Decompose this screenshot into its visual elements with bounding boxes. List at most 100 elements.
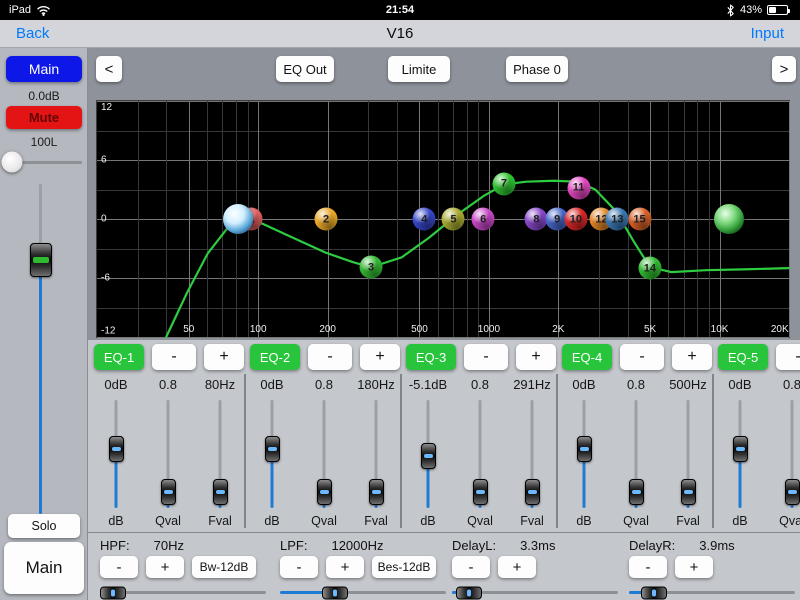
fader-knob[interactable] <box>420 443 436 470</box>
main-panel: < EQ Out Limite Phase 0 > 12 6 0 -6 -12 50 100… <box>88 48 800 600</box>
eq-band-plus-button[interactable]: + <box>516 344 556 370</box>
eq-out-button[interactable]: EQ Out <box>276 56 334 82</box>
eq-ball-5[interactable]: 5 <box>441 207 465 231</box>
fader-knob[interactable] <box>455 586 482 599</box>
eq-band-minus-button[interactable]: - <box>464 344 508 370</box>
eq-ball-9[interactable]: 9 <box>545 207 569 231</box>
eq-band-select-button[interactable]: EQ-3 <box>406 344 456 370</box>
band-gain-slider[interactable] <box>108 400 124 508</box>
eq-band-select-button[interactable]: EQ-2 <box>250 344 300 370</box>
eq-ball-8[interactable]: 8 <box>524 207 548 231</box>
mute-button[interactable]: Mute <box>6 106 82 129</box>
limiter-button[interactable]: Limite <box>388 56 450 82</box>
band-freq-slider[interactable] <box>680 400 696 508</box>
eq-band-select-button[interactable]: EQ-5 <box>718 344 768 370</box>
delay-r-value: 3.9ms <box>699 537 735 553</box>
eq-band-select-button[interactable]: EQ-4 <box>562 344 612 370</box>
main-output-button[interactable]: Main <box>4 542 84 594</box>
eq-ball-6[interactable]: 6 <box>471 207 495 231</box>
fader-knob[interactable] <box>100 586 127 599</box>
next-channel-button[interactable]: > <box>772 56 796 82</box>
band-gain-slider[interactable] <box>576 400 592 508</box>
band-separator <box>244 374 246 528</box>
delay-r-slider[interactable] <box>629 586 795 599</box>
delay-r-label: DelayR: <box>629 537 676 553</box>
eq-band-minus-button[interactable]: - <box>152 344 196 370</box>
pan-slider[interactable] <box>1 149 84 175</box>
band-slider-label: Qval <box>311 514 337 528</box>
eq-band-plus-button[interactable]: + <box>360 344 400 370</box>
fader-knob[interactable] <box>784 478 800 505</box>
eq-ball-14[interactable]: 14 <box>638 256 662 280</box>
eq-band-minus-button[interactable]: - <box>620 344 664 370</box>
delay-r-minus-button[interactable]: - <box>629 556 667 578</box>
eq-ball-7[interactable]: 7 <box>492 172 516 196</box>
fader-knob[interactable] <box>160 478 176 505</box>
lpf-slider[interactable] <box>280 586 446 599</box>
fader-knob[interactable] <box>472 478 488 505</box>
eq-band-plus-button[interactable]: + <box>672 344 712 370</box>
eq-band-select-button[interactable]: EQ-1 <box>94 344 144 370</box>
fader-knob[interactable] <box>680 478 696 505</box>
fader-knob[interactable] <box>576 435 592 462</box>
fader-knob[interactable] <box>628 478 644 505</box>
band-q-slider[interactable] <box>316 400 332 508</box>
eq-band-plus-button[interactable]: + <box>204 344 244 370</box>
lpf-minus-button[interactable]: - <box>280 556 318 578</box>
eq-ball-13[interactable]: 13 <box>605 207 629 231</box>
fader-knob[interactable] <box>368 478 384 505</box>
eq-ball-11[interactable]: 11 <box>567 176 591 200</box>
eq-ball-4[interactable]: 4 <box>412 207 436 231</box>
band-freq-slider[interactable] <box>524 400 540 508</box>
delay-l-plus-button[interactable]: + <box>498 556 536 578</box>
band-freq-slider[interactable] <box>368 400 384 508</box>
fader-knob[interactable] <box>524 478 540 505</box>
eq-ball-10[interactable]: 10 <box>564 207 588 231</box>
band-gain-slider[interactable] <box>264 400 280 508</box>
main-fader-knob[interactable] <box>29 242 52 277</box>
prev-channel-button[interactable]: < <box>96 56 122 82</box>
fader-knob[interactable] <box>264 435 280 462</box>
fader-knob[interactable] <box>316 478 332 505</box>
gridline-h <box>97 307 789 309</box>
eq-ball-2[interactable]: 2 <box>314 207 338 231</box>
band-gain-value: 0dB <box>572 377 596 392</box>
input-button[interactable]: Input <box>750 25 784 42</box>
delay-l-minus-button[interactable]: - <box>452 556 490 578</box>
fader-knob[interactable] <box>108 435 124 462</box>
band-freq-slider[interactable] <box>212 400 228 508</box>
band-q-slider[interactable] <box>160 400 176 508</box>
band-q-slider[interactable] <box>628 400 644 508</box>
main-fader[interactable] <box>0 184 88 514</box>
eq-graph[interactable]: 12 6 0 -6 -12 50 100 200 500 1000 2K 5K 10K 20K 12 3 4 5 6… <box>96 100 790 338</box>
main-channel-button[interactable]: Main <box>6 56 82 82</box>
band-slider-label: dB <box>420 514 436 528</box>
fader-knob[interactable] <box>321 586 348 599</box>
hpf-type-button[interactable]: Bw-12dB <box>192 556 256 578</box>
phase-button[interactable]: Phase 0 <box>506 56 568 82</box>
band-q-slider[interactable] <box>784 400 800 508</box>
band-gain-slider[interactable] <box>732 400 748 508</box>
output-gain-ball[interactable] <box>714 204 745 234</box>
delay-l-slider[interactable] <box>452 586 618 599</box>
hpf-slider[interactable] <box>100 586 266 599</box>
band-gain-slider[interactable] <box>420 400 436 508</box>
eq-ball-15[interactable]: 15 <box>628 207 652 231</box>
hpf-plus-button[interactable]: + <box>146 556 184 578</box>
delay-l-value: 3.3ms <box>520 537 556 553</box>
eq-band-minus-button[interactable]: - <box>308 344 352 370</box>
eq-ball-3[interactable]: 3 <box>359 255 383 279</box>
lpf-type-button[interactable]: Bes-12dB <box>372 556 436 578</box>
fader-knob[interactable] <box>732 435 748 462</box>
back-button[interactable]: Back <box>16 25 50 42</box>
band-q-slider[interactable] <box>472 400 488 508</box>
delay-r-plus-button[interactable]: + <box>675 556 713 578</box>
fader-knob[interactable] <box>640 586 667 599</box>
lpf-plus-button[interactable]: + <box>326 556 364 578</box>
input-gain-ball[interactable] <box>223 204 254 234</box>
eq-band-minus-button[interactable]: - <box>776 344 800 370</box>
solo-button[interactable]: Solo <box>8 514 80 538</box>
fader-knob[interactable] <box>212 478 228 505</box>
hpf-minus-button[interactable]: - <box>100 556 138 578</box>
pan-knob[interactable] <box>1 151 23 173</box>
